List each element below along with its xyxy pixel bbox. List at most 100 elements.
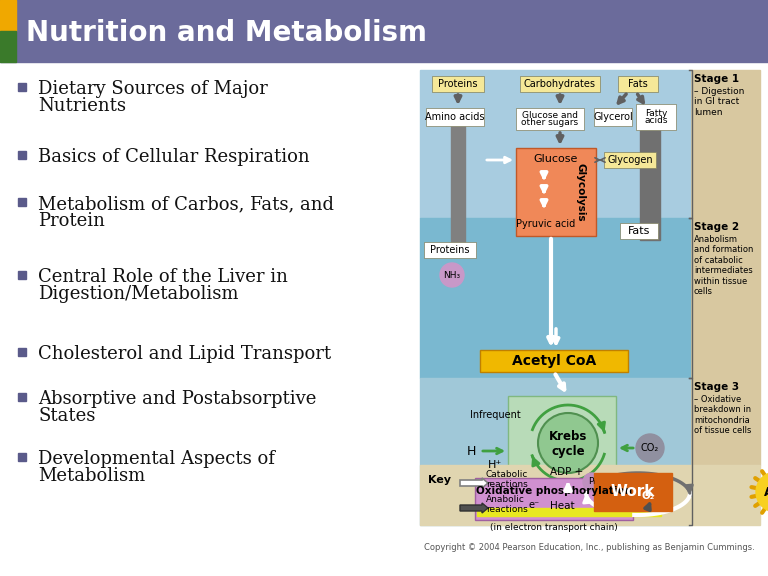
Bar (516, 108, 584, 130)
Text: Fatty: Fatty (645, 109, 667, 118)
Text: Metabolism: Metabolism (38, 467, 145, 485)
Circle shape (583, 473, 601, 491)
Text: Central Role of the Liver in: Central Role of the Liver in (38, 268, 288, 286)
Text: Nutrients: Nutrients (38, 97, 126, 115)
Text: Dietary Sources of Major: Dietary Sources of Major (38, 80, 268, 98)
Text: Oxidative phosphorylation: Oxidative phosphorylation (476, 486, 632, 496)
Text: reactions: reactions (486, 505, 528, 514)
Bar (18, 393, 26, 401)
Text: other sugars: other sugars (521, 118, 578, 127)
Text: cycle: cycle (551, 445, 584, 457)
Text: Pyruvic acid: Pyruvic acid (516, 219, 576, 229)
Text: H: H (467, 445, 476, 458)
Bar (18, 453, 26, 461)
Text: Glucose: Glucose (534, 154, 578, 164)
Text: Protein: Protein (38, 212, 105, 230)
Bar (451, 126, 465, 254)
Text: Metabolism of Carbos, Fats, and: Metabolism of Carbos, Fats, and (38, 195, 334, 213)
Text: Glucose and: Glucose and (522, 111, 578, 120)
Text: Infrequent: Infrequent (470, 410, 521, 420)
Bar (516, 148, 596, 236)
Bar (18, 271, 26, 279)
Text: ATP: ATP (763, 486, 768, 498)
Bar (620, 223, 658, 239)
Bar (420, 218, 690, 378)
Bar (618, 76, 658, 92)
Circle shape (636, 484, 660, 508)
Text: Catabolic: Catabolic (486, 470, 528, 479)
Bar (0, 0, 16, 31)
Bar (0, 62, 768, 576)
Bar (594, 473, 672, 511)
Text: Copyright © 2004 Pearson Education, Inc., publishing as Benjamin Cummings.: Copyright © 2004 Pearson Education, Inc.… (424, 543, 755, 552)
Bar (690, 70, 760, 465)
Bar (604, 152, 656, 168)
Text: Glycolysis: Glycolysis (575, 162, 585, 221)
Text: Pᵢ: Pᵢ (588, 478, 595, 487)
Bar (640, 130, 660, 240)
Text: Stage 1: Stage 1 (694, 74, 739, 84)
Text: e⁻: e⁻ (528, 500, 540, 510)
Circle shape (756, 472, 768, 512)
Text: Anabolic: Anabolic (486, 495, 525, 504)
Bar (594, 108, 632, 126)
Text: Proteins: Proteins (430, 245, 470, 255)
Bar (18, 83, 26, 91)
Text: Digestion/Metabolism: Digestion/Metabolism (38, 285, 239, 303)
Text: Proteins: Proteins (439, 79, 478, 89)
Text: Nutrition and Metabolism: Nutrition and Metabolism (26, 19, 427, 47)
Bar (420, 465, 760, 525)
Bar (480, 350, 628, 372)
Text: Carbohydrates: Carbohydrates (524, 79, 596, 89)
Bar (508, 396, 616, 491)
Text: acids: acids (644, 116, 667, 125)
Bar (424, 242, 476, 258)
Text: Cholesterol and Lipid Transport: Cholesterol and Lipid Transport (38, 345, 331, 363)
Bar (636, 104, 676, 130)
Bar (631, 508, 661, 516)
Bar (426, 108, 484, 126)
Text: NH₃: NH₃ (443, 271, 461, 279)
Text: (in electron transport chain): (in electron transport chain) (490, 522, 618, 532)
Bar (432, 76, 484, 92)
Bar (477, 508, 631, 516)
Text: Key: Key (428, 475, 451, 485)
Bar (18, 198, 26, 206)
Text: H₂O: H₂O (652, 482, 672, 492)
Text: Work: Work (611, 484, 655, 499)
Text: Amino acids: Amino acids (425, 112, 485, 122)
Text: Heat: Heat (550, 501, 574, 511)
Text: Absorptive and Postabsorptive: Absorptive and Postabsorptive (38, 390, 316, 408)
Text: Anabolism
and formation
of catabolic
intermediates
within tissue
cells: Anabolism and formation of catabolic int… (694, 235, 753, 296)
Bar (420, 378, 690, 525)
Text: Basics of Cellular Respiration: Basics of Cellular Respiration (38, 148, 310, 166)
Text: Developmental Aspects of: Developmental Aspects of (38, 450, 275, 468)
Text: ADP +: ADP + (550, 467, 587, 477)
Text: Acetyl CoA: Acetyl CoA (512, 354, 596, 368)
Bar (0, 31, 16, 62)
Text: Stage 3: Stage 3 (694, 382, 739, 392)
Text: – Oxidative
breakdown in
mitochondria
of tissue cells: – Oxidative breakdown in mitochondria of… (694, 395, 751, 435)
Bar (420, 70, 690, 218)
Text: H⁺: H⁺ (488, 460, 502, 470)
Text: Fats: Fats (627, 226, 650, 236)
Text: Fats: Fats (628, 79, 648, 89)
Bar (475, 478, 633, 520)
Circle shape (440, 263, 464, 287)
Bar (520, 76, 600, 92)
Text: Stage 2: Stage 2 (694, 222, 739, 232)
FancyArrow shape (460, 478, 488, 488)
Text: Krebs: Krebs (549, 430, 588, 444)
Text: CO₂: CO₂ (641, 443, 659, 453)
Circle shape (538, 413, 598, 473)
Text: reactions: reactions (486, 480, 528, 489)
Bar (18, 151, 26, 159)
Text: O₂: O₂ (641, 491, 654, 501)
Text: Glycerol: Glycerol (593, 112, 633, 122)
Bar (18, 348, 26, 356)
Bar (0, 0, 768, 62)
Text: Glycogen: Glycogen (607, 155, 653, 165)
Text: States: States (38, 407, 95, 425)
Text: – Digestion
in GI tract
lumen: – Digestion in GI tract lumen (694, 87, 744, 117)
Circle shape (636, 434, 664, 462)
